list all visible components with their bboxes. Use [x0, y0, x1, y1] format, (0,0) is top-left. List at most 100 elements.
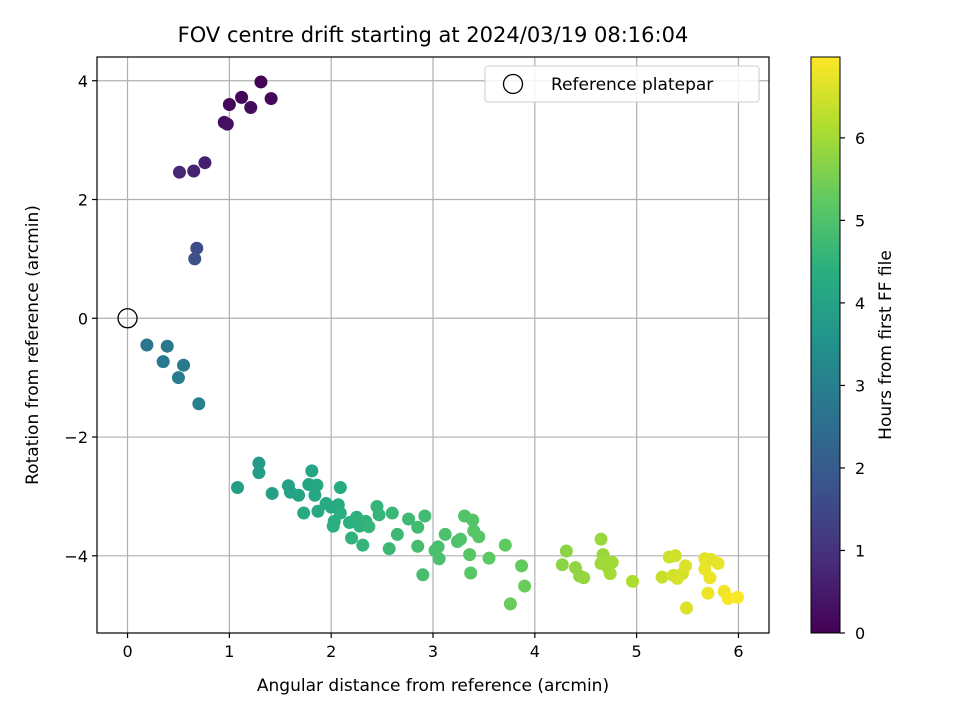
grid-lines [97, 57, 769, 633]
y-tick-label: 2 [78, 191, 88, 210]
legend: Reference platepar [484, 65, 760, 103]
data-point [190, 241, 204, 255]
data-point [466, 513, 480, 527]
y-tick-label: 4 [78, 72, 88, 91]
colorbar: 0 1 2 3 4 5 6 Hours from first FF file [810, 56, 896, 643]
colorbar-gradient [810, 56, 841, 634]
data-point [559, 544, 573, 558]
data-point [254, 75, 268, 89]
data-point [187, 164, 201, 178]
data-point [498, 538, 512, 552]
colorbar-tick-label: 1 [855, 541, 865, 560]
data-point [518, 579, 532, 593]
data-point [220, 117, 234, 131]
data-point [411, 539, 425, 553]
data-point [252, 456, 266, 470]
data-point [668, 549, 682, 563]
colorbar-tick-label: 0 [855, 624, 865, 643]
data-point [431, 540, 445, 554]
colorbar-tick-label: 4 [855, 294, 865, 313]
colorbar-label: Hours from first FF file [876, 250, 896, 440]
data-point [177, 358, 191, 372]
data-point [198, 156, 212, 170]
data-point [411, 520, 425, 534]
data-point [472, 530, 486, 544]
data-point [333, 481, 347, 495]
data-point [156, 355, 170, 369]
data-point [188, 252, 202, 266]
reference-marker [117, 308, 138, 329]
data-point [626, 574, 640, 588]
y-tick-label: −4 [64, 547, 88, 566]
colorbar-tick-label: 5 [855, 211, 865, 230]
data-point [482, 551, 496, 565]
data-point [333, 506, 347, 520]
data-point [308, 488, 322, 502]
colorbar-tick-label: 3 [855, 376, 865, 395]
y-tick-label: 0 [78, 309, 88, 328]
data-point [680, 601, 694, 615]
x-tick-label: 4 [530, 642, 540, 661]
x-tick-label: 5 [632, 642, 642, 661]
legend-box [484, 65, 760, 103]
data-point [515, 559, 529, 573]
x-axis-label: Angular distance from reference (arcmin) [257, 676, 609, 696]
data-point [305, 464, 319, 478]
data-point [655, 570, 669, 584]
data-point [703, 571, 717, 585]
data-point [577, 571, 591, 585]
data-points [117, 75, 744, 615]
data-point [264, 92, 278, 106]
data-point [701, 586, 715, 600]
colorbar-tick-label: 6 [855, 129, 865, 148]
data-point [605, 555, 619, 569]
data-point [311, 504, 325, 518]
data-point [372, 508, 386, 522]
y-axis-label: Rotation from reference (arcmin) [23, 205, 43, 485]
x-tick-label: 6 [733, 642, 743, 661]
data-point [382, 542, 396, 556]
data-point [310, 478, 324, 492]
data-point [503, 597, 517, 611]
data-point [235, 90, 249, 104]
data-point [464, 566, 478, 580]
x-tick-label: 3 [428, 642, 438, 661]
data-point [438, 527, 452, 541]
data-point [222, 98, 236, 112]
data-point [453, 532, 467, 546]
data-point [730, 590, 744, 604]
data-point [345, 531, 359, 545]
y-tick-label: −2 [64, 428, 88, 447]
colorbar-tick-label: 2 [855, 459, 865, 478]
data-point [385, 506, 399, 520]
data-point [356, 538, 370, 552]
data-point [252, 466, 266, 480]
data-point [297, 506, 311, 520]
data-point [265, 486, 279, 500]
x-axis-ticks: 0 1 2 3 4 5 6 [122, 633, 744, 661]
data-point [362, 520, 376, 534]
data-point [160, 339, 174, 353]
data-point [390, 527, 404, 541]
data-point [603, 567, 617, 581]
data-point [171, 371, 185, 385]
data-point [292, 488, 306, 502]
data-point [418, 509, 432, 523]
data-point [326, 519, 340, 533]
legend-marker [502, 73, 524, 95]
data-point [463, 548, 477, 562]
y-axis-ticks: −4 −2 0 2 4 [64, 72, 97, 566]
x-tick-label: 0 [122, 642, 132, 661]
data-point [679, 559, 693, 573]
data-point [172, 165, 186, 179]
legend-entry-label: Reference platepar [551, 75, 713, 95]
data-point [555, 558, 569, 572]
data-point [594, 532, 608, 546]
data-point [402, 512, 416, 526]
data-point [192, 397, 206, 411]
x-tick-label: 2 [326, 642, 336, 661]
data-point [432, 552, 446, 566]
data-point [416, 568, 430, 582]
data-point [231, 481, 245, 495]
